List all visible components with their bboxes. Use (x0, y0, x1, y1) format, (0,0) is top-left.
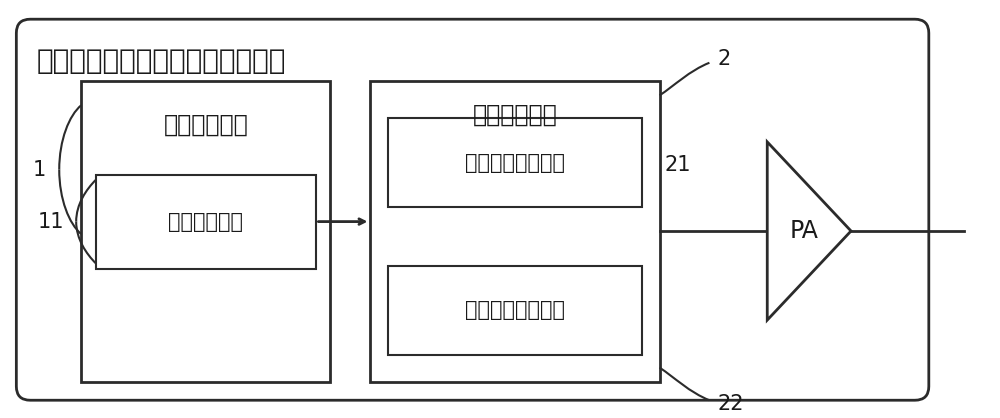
Text: 21: 21 (665, 155, 691, 175)
Polygon shape (767, 142, 851, 320)
Bar (388, 118, 642, 207)
Text: PA: PA (790, 219, 819, 243)
Text: 基于机器学习的功放电压调整系统: 基于机器学习的功放电压调整系统 (36, 47, 286, 75)
Text: 参数获取模块: 参数获取模块 (168, 212, 243, 232)
Text: 1: 1 (33, 160, 46, 180)
Text: 功放漏压调整单元: 功放漏压调整单元 (465, 153, 565, 173)
Text: 机器学习模型: 机器学习模型 (163, 113, 248, 137)
Text: 功放调整模块: 功放调整模块 (473, 103, 557, 127)
Bar (370, 81, 660, 382)
Text: 22: 22 (717, 394, 744, 414)
Text: 2: 2 (717, 49, 731, 69)
Bar (96, 175, 316, 269)
Bar (388, 265, 642, 355)
Text: 功放栅压调整单元: 功放栅压调整单元 (465, 300, 565, 320)
FancyBboxPatch shape (16, 19, 929, 400)
Bar (81, 81, 330, 382)
Text: 11: 11 (38, 212, 64, 232)
